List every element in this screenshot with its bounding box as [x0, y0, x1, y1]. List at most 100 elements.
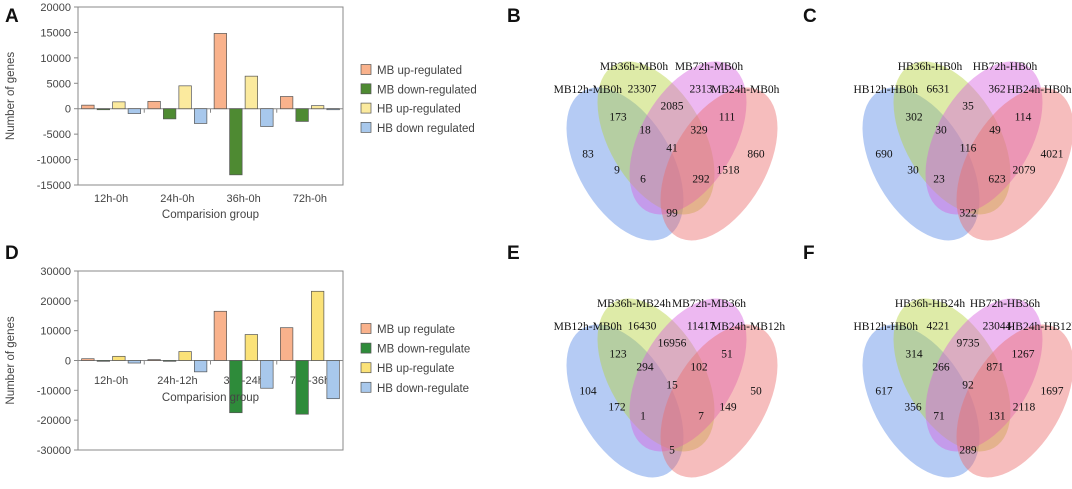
x-tick-label: 24h-12h: [157, 375, 197, 387]
bar: [127, 360, 141, 364]
venn-region-count-bc: 9735: [957, 338, 980, 350]
y-tick-label: -30000: [37, 445, 71, 457]
venn-ellipse-set-3: [925, 298, 1043, 452]
bar: [194, 108, 208, 124]
x-axis-label: Comparision group: [162, 209, 259, 221]
venn-region-count-ab: 314: [905, 349, 923, 361]
legend-swatch: [360, 323, 372, 334]
bar: [194, 360, 208, 373]
venn-region-count-acd: 71: [933, 411, 945, 423]
bar: [163, 360, 177, 362]
legend-swatch: [360, 362, 372, 374]
venn-set-label: HB24h-HB0h: [1007, 84, 1072, 96]
bar-chart-d: -30000 -20000 -10000 0 10000 20000 30000 12h-0h…: [5, 266, 470, 457]
bar: [311, 105, 325, 110]
venn-region-count-abcd: 116: [960, 143, 977, 155]
venn-set-label: HB72h-HB0h: [973, 61, 1038, 73]
venn-set-label: MB12h-MB0h: [554, 84, 623, 96]
panel-label-a: A: [5, 6, 19, 27]
venn-region-count-abc: 30: [935, 125, 947, 137]
venn-region-count-abcd: 15: [666, 380, 678, 392]
venn-region-count-bd: 2079: [1013, 165, 1036, 177]
x-tick-label: 24h-0h: [160, 193, 194, 205]
bar-chart-a: -15000 -10000 -5000 0 5000 10000 15000 20000 12h…: [5, 2, 477, 221]
y-tick-label: -15000: [37, 180, 71, 192]
venn-ellipse-set-3: [925, 61, 1043, 215]
bar: [229, 108, 243, 176]
venn-region-count-abc: 18: [639, 125, 651, 137]
venn-region-count-bcd: 329: [690, 125, 708, 137]
bar: [260, 360, 274, 389]
venn-ellipse-set-1: [566, 87, 684, 241]
bar: [295, 360, 309, 415]
bar: [280, 96, 294, 110]
venn-region-count-cd: 1267: [1012, 349, 1035, 361]
y-tick-label: 0: [65, 356, 71, 368]
venn-set-label: HB36h-HB0h: [898, 61, 963, 73]
legend-swatch: [360, 83, 372, 95]
venn-region-count-ad: 5: [669, 445, 675, 457]
venn-region-count-ab: 173: [609, 112, 627, 124]
legend-entry: HB up-regulate: [377, 363, 454, 375]
legend-entry: MB up-regulated: [377, 65, 462, 77]
bar: [112, 355, 126, 361]
y-tick-label: 10000: [40, 326, 71, 338]
venn-region-count-bc: 2085: [661, 101, 684, 113]
venn-region-count-b: 6631: [927, 84, 950, 96]
bar: [96, 360, 110, 362]
bar: [213, 310, 227, 361]
venn-ellipse-set-1: [862, 324, 980, 478]
venn-region-count-acd: 6: [640, 174, 646, 186]
y-tick-label: 20000: [40, 296, 71, 308]
bar: [112, 101, 126, 110]
legend-entry: HB down regulated: [377, 123, 475, 135]
y-tick-label: 5000: [47, 78, 71, 90]
y-tick-label: -5000: [43, 129, 71, 141]
bar: [163, 108, 177, 120]
venn-set-label: MB24h-MB0h: [711, 84, 780, 96]
venn-region-count-a: 104: [579, 386, 597, 398]
venn-region-count-d: 4021: [1041, 149, 1064, 161]
x-tick-label: 72h-0h: [293, 193, 327, 205]
y-axis-label: Number of genes: [5, 52, 17, 140]
venn-region-count-cd: 111: [719, 112, 736, 124]
venn-region-count-bd: 2118: [1013, 402, 1036, 414]
venn-region-count-ac: 356: [904, 402, 922, 414]
legend-entry: HB up-regulated: [377, 104, 461, 116]
bar: [311, 290, 325, 361]
venn-diagram-c: HB12h-HB0h HB36h-HB0h HB72h-HB0h HB24h-HB0h…: [853, 61, 1072, 241]
venn-ellipse-set-2: [893, 61, 1011, 215]
bar: [81, 358, 95, 361]
bar: [178, 351, 192, 361]
x-axis-label: Comparision group: [162, 392, 259, 404]
venn-region-count-cd: 114: [1015, 112, 1032, 124]
venn-region-count-abcd: 92: [962, 380, 974, 392]
venn-ellipse-set-4: [660, 87, 778, 241]
venn-region-count-abd: 623: [988, 174, 1006, 186]
venn-diagram-e: MB12h-MB0h MB36h-MB24h MB72h-MB36h MB24h-MB…: [554, 298, 785, 478]
y-tick-label: -20000: [37, 415, 71, 427]
venn-region-count-bc: 35: [962, 101, 974, 113]
venn-set-label: MB36h-MB24h: [597, 298, 671, 310]
venn-set-label: MB72h-MB36h: [672, 298, 746, 310]
legend-swatch: [360, 342, 372, 354]
bar: [213, 33, 227, 110]
x-tick-label: 12h-0h: [94, 193, 128, 205]
venn-region-count-abcd: 41: [666, 143, 678, 155]
venn-region-count-c: 362: [988, 84, 1006, 96]
venn-region-count-abd: 292: [692, 174, 710, 186]
venn-region-count-a: 83: [582, 149, 594, 161]
bar: [280, 327, 294, 361]
venn-set-label: HB12h-HB0h: [853, 84, 918, 96]
venn-region-count-a: 690: [875, 149, 893, 161]
y-tick-label: 0: [65, 104, 71, 116]
venn-ellipse-set-2: [893, 298, 1011, 452]
venn-region-count-ac: 172: [608, 402, 626, 414]
venn-region-count-cd: 51: [721, 349, 733, 361]
plot-frame: [77, 6, 344, 186]
y-axis-label: Number of genes: [5, 316, 17, 404]
x-tick-label: 36h-0h: [226, 193, 260, 205]
venn-set-label: MB72h-MB0h: [675, 61, 744, 73]
panel-label-b: B: [507, 6, 521, 27]
